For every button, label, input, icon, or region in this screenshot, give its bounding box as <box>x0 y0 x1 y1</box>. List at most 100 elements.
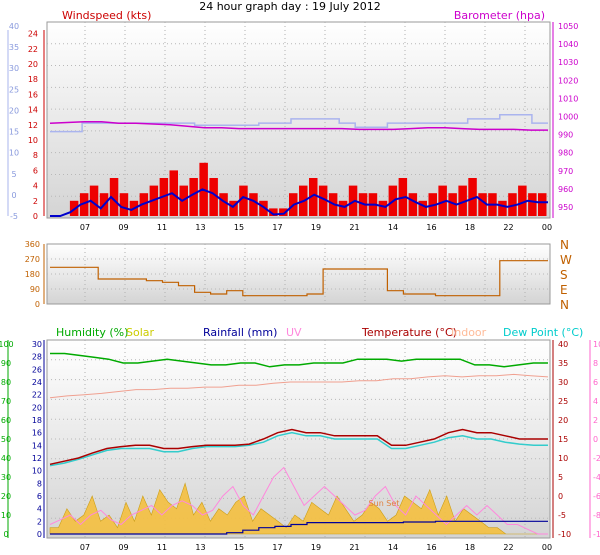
legend: Humidity (%)Solar Rainfall (mm) UV Temperat… <box>56 326 583 339</box>
outer-tick-label: 5 <box>11 170 16 179</box>
rainfall-tick-label: 16 <box>32 429 42 438</box>
wind-x-ticks: 07 09 11 13 15 17 19 21 14 16 18 22 00 <box>80 223 552 232</box>
rainfall-tick-label: 6 <box>37 492 42 501</box>
humidity-axis-ticks: 0 10 20 30 40 50 60 70 80 90 100 <box>0 340 14 539</box>
rainfall-tick-label: 30 <box>32 340 42 349</box>
temperature-series <box>49 352 549 535</box>
uv-tick-label: 10 <box>593 340 600 349</box>
outer-tick-label: 10 <box>9 149 19 158</box>
windspeed-tick-label: 6 <box>33 166 38 175</box>
temperature-x-ticks: 07 09 11 13 15 17 19 21 14 16 18 22 00 <box>80 543 552 552</box>
windspeed-bar <box>458 185 467 216</box>
uv-tick-label: 8 <box>593 359 598 368</box>
humidity-tick-label: 100 <box>0 340 14 349</box>
uv-tick-label: 4 <box>593 397 598 406</box>
compass-label: S <box>560 268 568 282</box>
barometer-tick-label: 1040 <box>558 40 578 49</box>
humidity-tick-label: 20 <box>1 492 11 501</box>
compass-label: N <box>560 298 569 312</box>
uv-axis-ticks: -10 -8 -6 -4 -2 0 2 4 6 8 10 <box>593 340 600 539</box>
direction-tick-label: 180 <box>25 270 40 279</box>
humidity-tick-label: 0 <box>3 530 8 539</box>
direction-tick-label: 360 <box>25 240 40 249</box>
rainfall-tick-label: 26 <box>32 365 42 374</box>
windspeed-tick-label: 18 <box>28 75 38 84</box>
barometer-tick-label: 950 <box>558 203 573 212</box>
x-tick-label: 22 <box>503 223 513 232</box>
x-tick-label: 15 <box>234 223 244 232</box>
windspeed-tick-label: 20 <box>28 60 38 69</box>
rainfall-tick-label: 10 <box>32 467 42 476</box>
rainfall-line <box>50 520 548 535</box>
temperature-tick-label: -5 <box>558 511 566 520</box>
temperature-tick-label: 25 <box>558 397 568 406</box>
direction-plot-area <box>46 243 551 305</box>
rainfall-tick-label: 20 <box>32 403 42 412</box>
temperature-tick-label: 40 <box>558 340 568 349</box>
windspeed-bar <box>109 178 119 216</box>
outer-tick-label: 35 <box>9 43 19 52</box>
x-tick-label: 18 <box>465 543 475 552</box>
x-tick-label: 14 <box>388 543 398 552</box>
temperature-tick-label: -10 <box>558 530 571 539</box>
x-tick-label: 18 <box>465 223 475 232</box>
rainfall-tick-label: 0 <box>37 530 42 539</box>
rainfall-tick-label: 18 <box>32 416 42 425</box>
humidity-tick-label: 30 <box>1 473 11 482</box>
wind-grid <box>47 22 550 218</box>
x-tick-label: 00 <box>542 543 552 552</box>
windspeed-bar <box>538 193 547 216</box>
compass-label: N <box>560 238 569 252</box>
x-tick-label: 21 <box>349 543 359 552</box>
humidity-tick-label: 50 <box>1 435 11 444</box>
outer-tick-label: 0 <box>11 191 16 200</box>
x-tick-label: 19 <box>311 543 321 552</box>
windspeed-bar <box>478 193 487 216</box>
x-tick-label: 15 <box>234 543 244 552</box>
uv-tick-label: -8 <box>593 511 600 520</box>
compass-label: W <box>560 253 572 267</box>
legend-item: Solar <box>126 326 155 339</box>
x-tick-label: 11 <box>157 543 167 552</box>
windspeed-bar <box>508 193 517 216</box>
x-tick-label: 16 <box>426 223 436 232</box>
uv-tick-label: -6 <box>593 492 600 501</box>
windspeed-bar <box>309 178 318 216</box>
outer-tick-label: 40 <box>9 22 19 31</box>
rainfall-tick-label: 24 <box>32 378 42 387</box>
uv-tick-label: -4 <box>593 473 600 482</box>
windspeed-bar <box>408 193 418 216</box>
windspeed-tick-label: 22 <box>28 45 38 54</box>
windspeed-bar <box>279 208 288 216</box>
series-line-blue <box>50 188 548 217</box>
x-tick-label: 22 <box>503 543 513 552</box>
legend-item: Rainfall (mm) <box>203 326 277 339</box>
barometer-tick-label: 980 <box>558 149 573 158</box>
windspeed-tick-label: 0 <box>33 212 38 221</box>
indoor-temperature-line <box>49 373 549 399</box>
windspeed-tick-label: 12 <box>28 121 38 130</box>
temperature-tick-label: 5 <box>558 473 563 482</box>
direction-tick-label: 90 <box>30 285 40 294</box>
windspeed-bar <box>229 200 238 216</box>
uv-tick-label: -10 <box>593 530 600 539</box>
series-line-orange <box>50 260 548 297</box>
windspeed-bar <box>239 185 248 216</box>
windspeed-bar <box>468 178 477 216</box>
windspeed-bar <box>518 185 527 216</box>
direction-series <box>50 260 548 297</box>
x-tick-label: 13 <box>195 543 205 552</box>
barometer-tick-label: 1030 <box>558 58 578 67</box>
temperature-tick-label: 35 <box>558 359 568 368</box>
humidity-tick-label: 40 <box>1 454 11 463</box>
windspeed-bar <box>378 200 388 216</box>
x-tick-label: 16 <box>426 543 436 552</box>
legend-item: Humidity (%) <box>56 326 128 339</box>
windspeed-bar <box>189 178 198 216</box>
temperature-tick-label: 0 <box>558 492 563 501</box>
humidity-tick-label: 60 <box>1 416 11 425</box>
temperature-plot-area <box>46 339 551 539</box>
legend-item: Temperature (°C) <box>361 326 457 339</box>
x-tick-label: 19 <box>311 223 321 232</box>
